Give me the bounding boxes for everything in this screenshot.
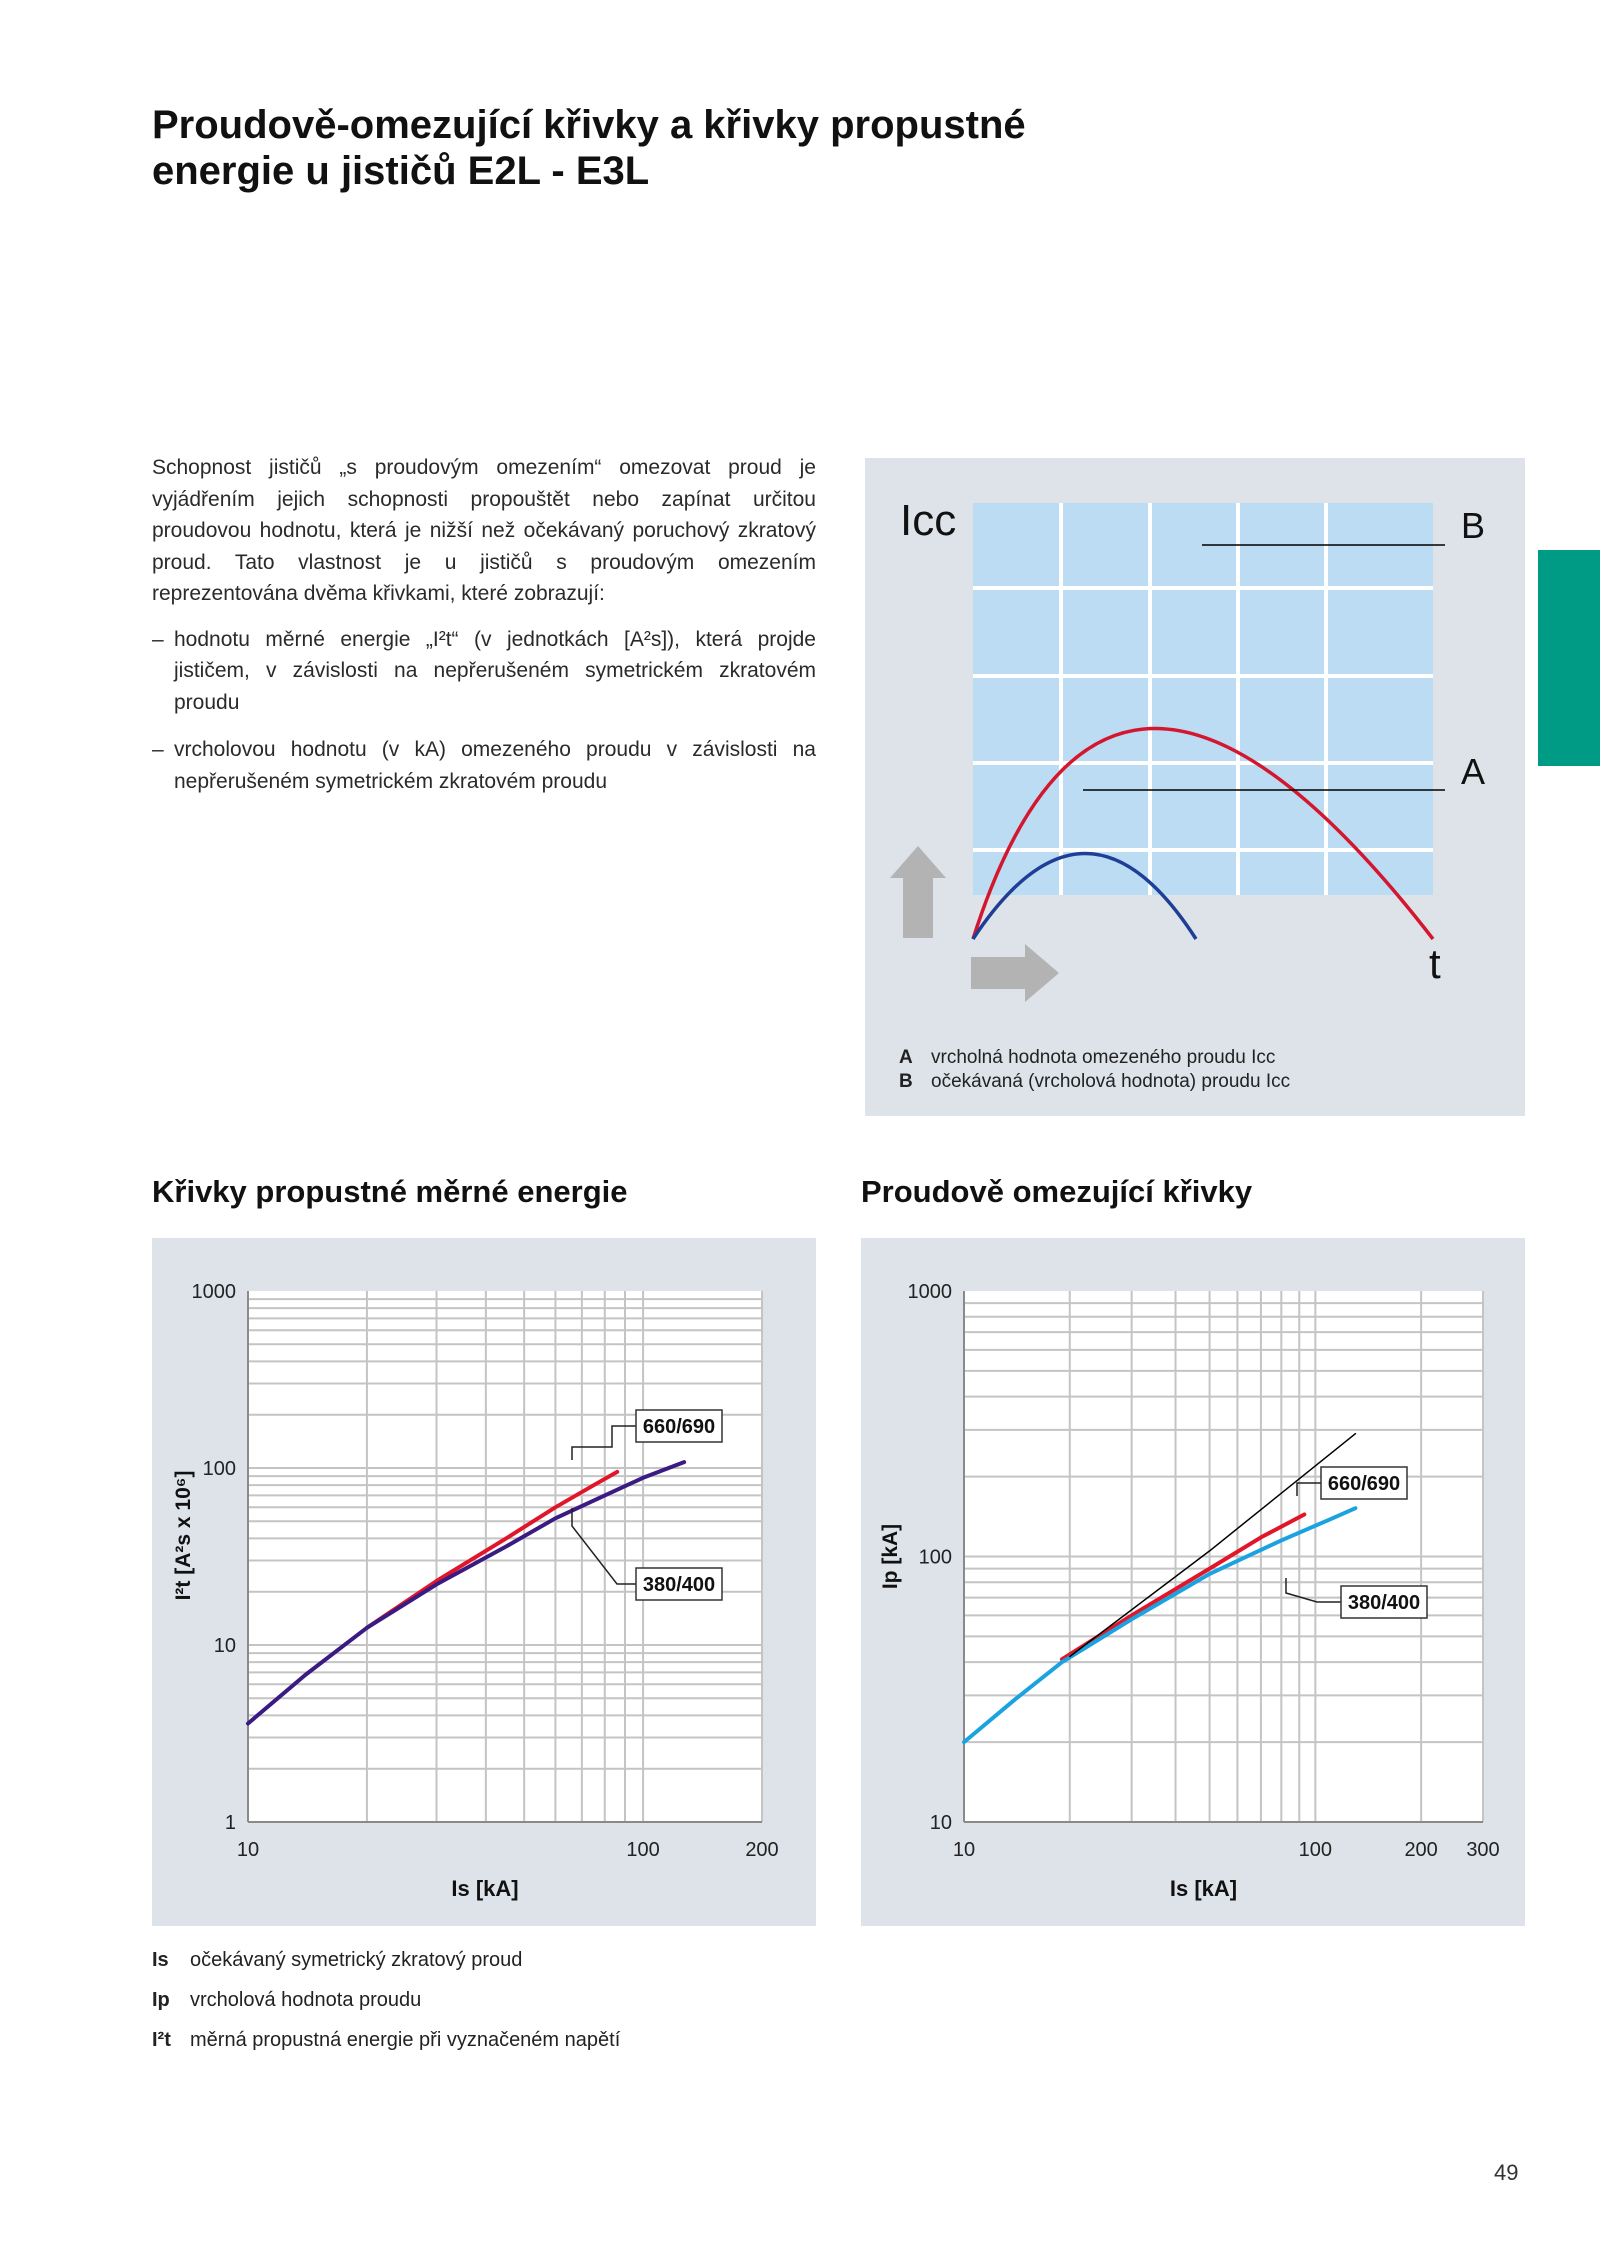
diagram-label-b: B [1461, 505, 1485, 546]
plot-area [248, 1291, 762, 1822]
annotation-leader [1296, 1482, 1321, 1496]
x-tick-label: 100 [626, 1839, 659, 1861]
section-tab-marker [1538, 550, 1600, 766]
annotation-box [635, 1567, 723, 1601]
bullet-dash: – [152, 738, 164, 761]
y-tick-label: 10 [214, 1635, 236, 1657]
y-tick-label: 1 [225, 1812, 236, 1834]
annotation-leader [1285, 1578, 1341, 1603]
annotation-box [635, 1409, 723, 1443]
bullet-text-2: vrcholovou hodnotu (v kA) omezeného prou… [174, 738, 816, 793]
page-title: Proudově-omezující křivky a křivky propu… [152, 102, 1152, 194]
y-tick-label: 100 [919, 1547, 952, 1569]
series-line-660-690 [364, 1469, 620, 1630]
energy-chart-panel: 10 100 200 1 10 100 1000 Is [kA] I²t [A²s x 10⁶]… [152, 1238, 816, 1926]
diagram-label-a: A [1461, 751, 1485, 792]
series-line-380-400 [246, 1460, 687, 1726]
diagram-x-label: t [1429, 940, 1441, 987]
bullet-dash: – [152, 627, 164, 651]
diagram-grid [973, 503, 1433, 895]
up-arrow-icon [890, 846, 946, 938]
x-tick-label: 200 [745, 1839, 778, 1861]
annotation-box [1320, 1466, 1408, 1500]
curve-a [971, 851, 1198, 940]
series-line-380-400 [962, 1506, 1358, 1745]
current-limit-chart: 10 100 200 300 10 100 1000 Is [kA] Ip [kA] 660/69… [879, 1281, 1500, 1901]
y-axis-label: I²t [A²s x 10⁶] [172, 1471, 195, 1601]
x-tick-label: 100 [1299, 1839, 1332, 1861]
x-axis-label: Is [kA] [1170, 1876, 1237, 1901]
right-arrow-icon [971, 944, 1059, 1002]
current-limit-chart-panel: 10 100 200 300 10 100 1000 Is [kA] Ip [kA] 660/69… [861, 1238, 1525, 1926]
y-axis-label: Ip [kA] [879, 1524, 902, 1589]
bullet-item-1: – hodnotu měrné energie „I²t“ (v jednotk… [152, 624, 816, 719]
footnotes: Is očekávaný symetrický zkratový proud Ip… [152, 1948, 620, 2068]
x-tick-label: 300 [1466, 1839, 1499, 1861]
diagram-plot-area [973, 503, 1433, 895]
annotation-label: 380/400 [643, 1574, 715, 1596]
bullet-item-2: – vrcholovou hodnotu (v kA) omezeného pr… [152, 734, 816, 797]
y-tick-label: 1000 [908, 1281, 953, 1303]
footnote-is: Is očekávaný symetrický zkratový proud [152, 1949, 523, 1971]
principle-diagram: Icc t B A [890, 496, 1485, 1002]
footnote-ip: Ip vrcholová hodnota proudu [152, 1989, 422, 2011]
heading-current-limiting: Proudově omezující křivky [861, 1174, 1253, 1209]
annotation-label: 380/400 [1348, 1592, 1420, 1614]
annotation-leader [571, 1425, 636, 1460]
envelope-line [1069, 1432, 1357, 1658]
x-tick-label: 10 [237, 1839, 259, 1861]
title-line-1: Proudově-omezující křivky a křivky propu… [152, 103, 1026, 147]
heading-let-through-energy: Křivky propustné měrné energie [152, 1174, 628, 1209]
title-line-2: energie u jističů E2L - E3L [152, 149, 650, 193]
page-number: 49 [1494, 2160, 1519, 2185]
annotation-box [1340, 1585, 1428, 1619]
y-tick-label: 100 [203, 1458, 236, 1480]
y-tick-label: 1000 [192, 1281, 237, 1303]
annotation-leader [571, 1508, 636, 1585]
x-axis-label: Is [kA] [451, 1876, 518, 1901]
series-line-660-690 [1059, 1512, 1307, 1662]
annotation-label: 660/690 [643, 1416, 715, 1438]
x-tick-label: 10 [953, 1839, 975, 1861]
footnote-i2t: I²t měrná propustná energie při vyznačené… [152, 2029, 621, 2051]
bullet-text-1: hodnotu měrné energie „I²t“ (v jednotkác… [174, 627, 816, 714]
x-tick-label: 200 [1404, 1839, 1437, 1861]
intro-text: Schopnost jističů „s proudovým omezením“… [152, 452, 816, 813]
annotation-label: 660/690 [1328, 1473, 1400, 1495]
y-tick-label: 10 [930, 1812, 952, 1834]
intro-paragraph: Schopnost jističů „s proudovým omezením“… [152, 456, 816, 605]
curve-b [971, 727, 1435, 941]
diagram-y-label: Icc [900, 496, 956, 545]
